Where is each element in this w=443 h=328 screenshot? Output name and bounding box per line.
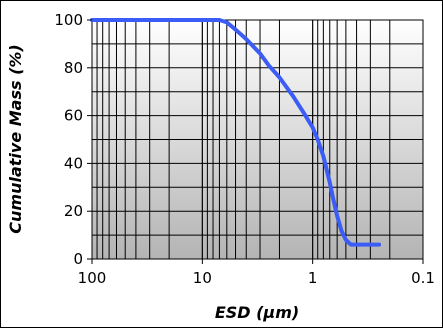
x-tick-label: 10	[193, 269, 212, 287]
grid	[92, 20, 423, 259]
y-tick-label: 40	[64, 154, 83, 172]
y-tick-label: 100	[54, 11, 83, 29]
y-tick-label: 20	[64, 202, 83, 220]
y-tick-label: 80	[64, 59, 83, 77]
x-axis-title: ESD (µm)	[215, 303, 299, 322]
x-tick-label: 1	[308, 269, 318, 287]
y-tick-label: 60	[64, 107, 83, 125]
x-axis-ticks: 100 10 1 0.1	[78, 259, 435, 287]
y-tick-label: 0	[73, 250, 83, 268]
series-layer	[90, 18, 382, 247]
y-axis-ticks: 0 20 40 60 80 100	[54, 11, 92, 268]
data-series-line	[90, 18, 382, 247]
y-axis-title: Cumulative Mass (%)	[6, 44, 25, 233]
x-tick-label: 100	[78, 269, 107, 287]
x-tick-label: 0.1	[411, 269, 435, 287]
